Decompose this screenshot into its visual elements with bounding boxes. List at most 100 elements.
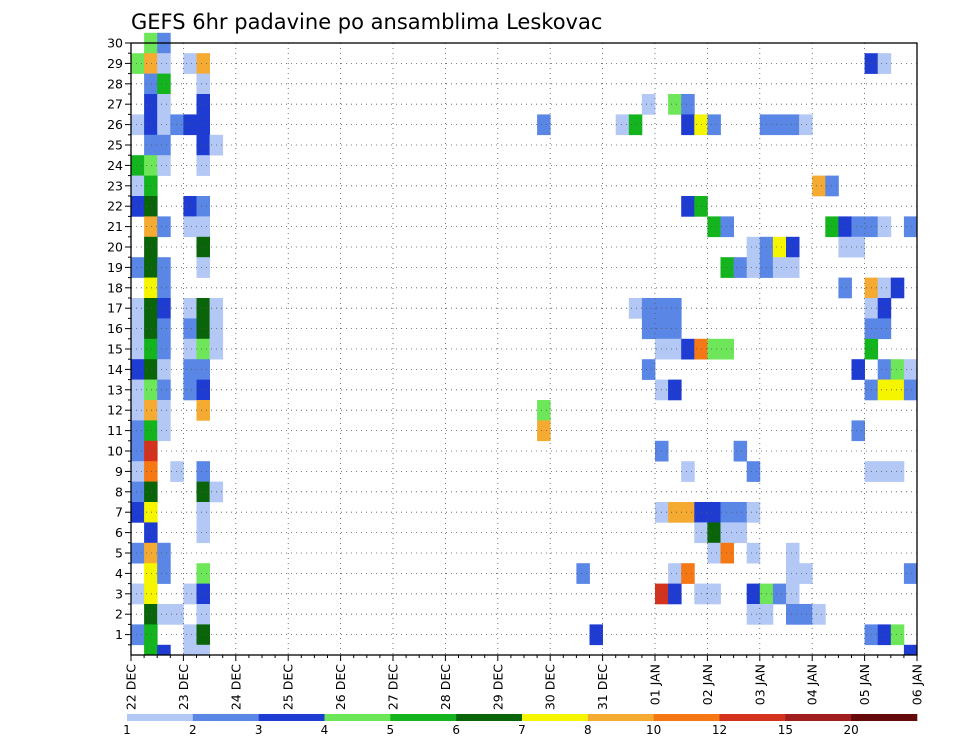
y-tick-label: 11 [107,423,123,438]
heatmap-cell [131,624,145,646]
heatmap-cell [144,94,158,115]
heatmap-cell [183,359,197,380]
x-tick-label: 29 DEC [490,664,505,710]
legend-swatch [785,714,852,721]
heatmap-cell [196,298,210,319]
y-tick-label: 26 [107,117,123,132]
heatmap-cell [183,318,197,340]
heatmap-cell [144,73,158,95]
heatmap-cell [157,277,171,299]
legend-swatch [522,714,589,721]
legend-swatch [127,714,194,721]
heatmap-cell [746,583,761,605]
heatmap-cell [131,257,145,278]
heatmap-cell [707,338,721,360]
y-tick-label: 30 [107,36,123,51]
y-tick-label: 18 [107,280,123,295]
heatmap-cell [196,94,210,115]
x-tick-label: 26 DEC [333,664,348,710]
heatmap-cell [786,236,800,258]
heatmap-cell [144,502,158,523]
heatmap-cell [825,216,839,238]
heatmap-cell [668,583,682,605]
legend-label: 15 [778,723,793,737]
heatmap-cell [131,481,145,503]
heatmap-cell [877,318,892,340]
heatmap-cell [157,338,171,360]
heatmap-cell [772,583,787,605]
heatmap-cell [838,216,852,238]
heatmap-cell [903,563,918,584]
heatmap-cell [668,338,682,360]
heatmap-cell [851,216,865,238]
heatmap-cell [144,481,158,503]
heatmap-cell [183,338,197,360]
heatmap-cell [668,563,682,584]
heatmap-cell [131,298,145,319]
grid-lines [131,42,917,655]
heatmap-cell [144,604,158,625]
heatmap-cell [890,624,905,646]
heatmap-cell [877,359,892,380]
heatmap-cell [144,196,158,217]
heatmap-cell [131,196,145,217]
heatmap-cell [196,481,210,503]
heatmap-cell [196,379,210,401]
y-tick-label: 19 [107,260,123,275]
y-tick-label: 21 [107,219,123,234]
heatmap-cell [877,216,892,238]
heatmap-cell [890,359,905,380]
heatmap-cell [131,114,145,136]
heatmap-cell [786,563,800,584]
heatmap-cell [144,53,158,74]
y-tick-label: 4 [115,566,123,581]
heatmap-cell [157,379,171,401]
heatmap-cell [144,583,158,605]
heatmap-cell [157,420,171,442]
heatmap-cell [183,379,197,401]
heatmap-cell [838,277,852,299]
heatmap-cell [196,359,210,380]
heatmap-cell [628,298,643,319]
y-tick-label: 15 [107,342,123,357]
heatmap-cell [537,420,551,442]
heatmap-cell [157,73,171,95]
heatmap-cell [131,502,145,523]
heatmap-cell [144,542,158,564]
heatmap-cell [157,114,171,136]
heatmap-cell [890,461,905,482]
heatmap-cell [157,257,171,278]
heatmap-cell [144,461,158,482]
heatmap-cell [746,542,761,564]
legend-label: 4 [321,723,329,737]
heatmap-cell [812,175,826,197]
legend-swatch [456,714,523,721]
heatmap-cell [183,624,197,646]
y-tick-label: 12 [107,403,123,418]
heatmap-cell [877,53,892,74]
y-tick-label: 25 [107,138,123,153]
heatmap-cell [131,461,145,482]
heatmap-cell [157,359,171,380]
heatmap-cell [668,318,682,340]
heatmap-cell [746,502,761,523]
heatmap-cell [144,175,158,197]
legend-swatch [587,714,654,721]
x-tick-label: 05 JAN [857,664,872,705]
heatmap-cell [851,359,865,380]
legend-label: 3 [255,723,263,737]
x-tick-label: 04 JAN [805,664,820,705]
heatmap-cell [733,440,748,462]
heatmap-cell [772,257,787,278]
heatmap-cell [733,502,748,523]
heatmap-cell [131,420,145,442]
heatmap-cell [799,114,813,136]
heatmap-cell [707,114,721,136]
heatmap-cell [877,461,892,482]
heatmap-cell [668,379,682,401]
heatmap-cell [733,522,748,544]
heatmap-cell [196,583,210,605]
legend-swatch [719,714,786,721]
heatmap-cell [131,379,145,401]
heatmap-cell [144,359,158,380]
